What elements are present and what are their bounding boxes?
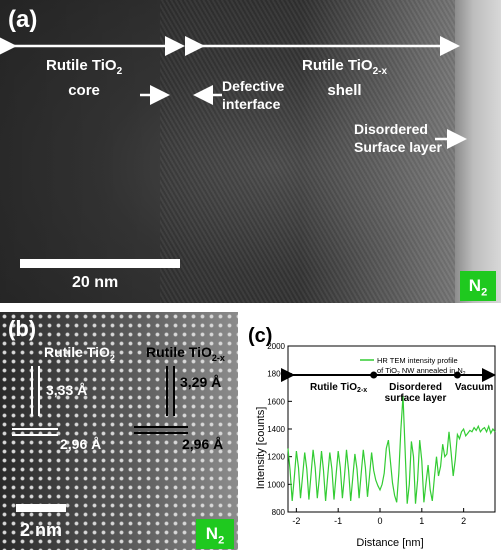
tem-image-a: (a) Rutile TiO2 core Rutile TiO2-x shell… xyxy=(0,0,501,303)
n2-badge-a: N2 xyxy=(460,271,496,301)
left-phase-label: Rutile TiO2 xyxy=(44,344,115,363)
scalebar-a-label: 20 nm xyxy=(72,274,119,291)
panel-b-label: (b) xyxy=(8,316,37,341)
scalebar-b xyxy=(16,504,66,512)
chart-series xyxy=(287,395,496,504)
surface-layer-region xyxy=(455,0,501,303)
x-axis-label: Distance [nm] xyxy=(356,537,423,549)
right-horizontal-line-2 xyxy=(134,432,188,434)
chart-svg: (c) -2 -1 0 1 2 800 1000 1200 1400 1600 1800 2000 H… xyxy=(248,325,496,549)
interface-label: Defective interface xyxy=(222,78,285,112)
shell-label: Rutile TiO2-x shell xyxy=(302,57,388,99)
y-tick-label: 1800 xyxy=(267,370,285,379)
scalebar-a xyxy=(20,259,180,268)
n2-badge-b: N2 xyxy=(196,519,234,549)
x-tick-label: -2 xyxy=(292,516,300,526)
region-boundary-dot xyxy=(370,371,378,379)
region-core-label: Rutile TiO2-x xyxy=(310,382,367,394)
hrtem-image-b: (b) Rutile TiO2 Rutile TiO2-x 3,33 Å 2,9… xyxy=(0,312,238,550)
panel-c-label: (c) xyxy=(248,325,272,347)
x-tick-label: -1 xyxy=(334,516,342,526)
right-d-vertical: 3,29 Å xyxy=(180,374,222,390)
region-surface-label-1: Disordered xyxy=(389,382,442,393)
left-vertical-line-2 xyxy=(38,366,40,416)
x-tick-label: 0 xyxy=(377,516,382,526)
core-label: Rutile TiO2 core xyxy=(46,57,123,99)
legend-text-line1: HR TEM intensity profile xyxy=(377,356,458,365)
right-vertical-line-1 xyxy=(166,366,168,416)
y-tick-label: 1000 xyxy=(267,480,285,489)
right-phase-label: Rutile TiO2-x xyxy=(146,344,225,363)
scalebar-b-label: 2 nm xyxy=(20,520,63,540)
left-horizontal-line-1 xyxy=(12,428,58,430)
y-tick-label: 1200 xyxy=(267,453,285,462)
chart-axes: -2 -1 0 1 2 800 1000 1200 1400 1600 1800 2000 xyxy=(267,342,496,526)
intensity-profile-chart: (c) -2 -1 0 1 2 800 1000 1200 1400 1600 1800 2000 H… xyxy=(240,310,501,550)
right-horizontal-line-1 xyxy=(134,426,188,428)
y-tick-label: 800 xyxy=(272,508,286,517)
right-d-horizontal: 2,96 Å xyxy=(182,436,224,452)
intensity-profile-line xyxy=(287,395,496,504)
region-vacuum-label: Vacuum xyxy=(455,382,493,393)
left-d-vertical: 3,33 Å xyxy=(46,382,88,398)
panel-a-arrows xyxy=(0,36,467,149)
y-tick-label: 1600 xyxy=(267,397,285,406)
x-tick-label: 1 xyxy=(419,516,424,526)
region-boundary-dot xyxy=(453,371,461,379)
y-tick-label: 2000 xyxy=(267,342,285,351)
y-tick-label: 1400 xyxy=(267,425,285,434)
left-horizontal-line-2 xyxy=(12,434,58,436)
left-d-horizontal: 2,96 Å xyxy=(60,436,102,452)
right-vertical-line-2 xyxy=(173,366,175,416)
region-surface-label-2: surface layer xyxy=(385,393,447,404)
panel-a-label: (a) xyxy=(8,6,38,33)
left-vertical-line-1 xyxy=(31,366,33,416)
x-tick-label: 2 xyxy=(461,516,466,526)
y-axis-label: Intensity [counts] xyxy=(255,407,267,490)
surface-label: Disordered Surface layer xyxy=(354,121,442,155)
